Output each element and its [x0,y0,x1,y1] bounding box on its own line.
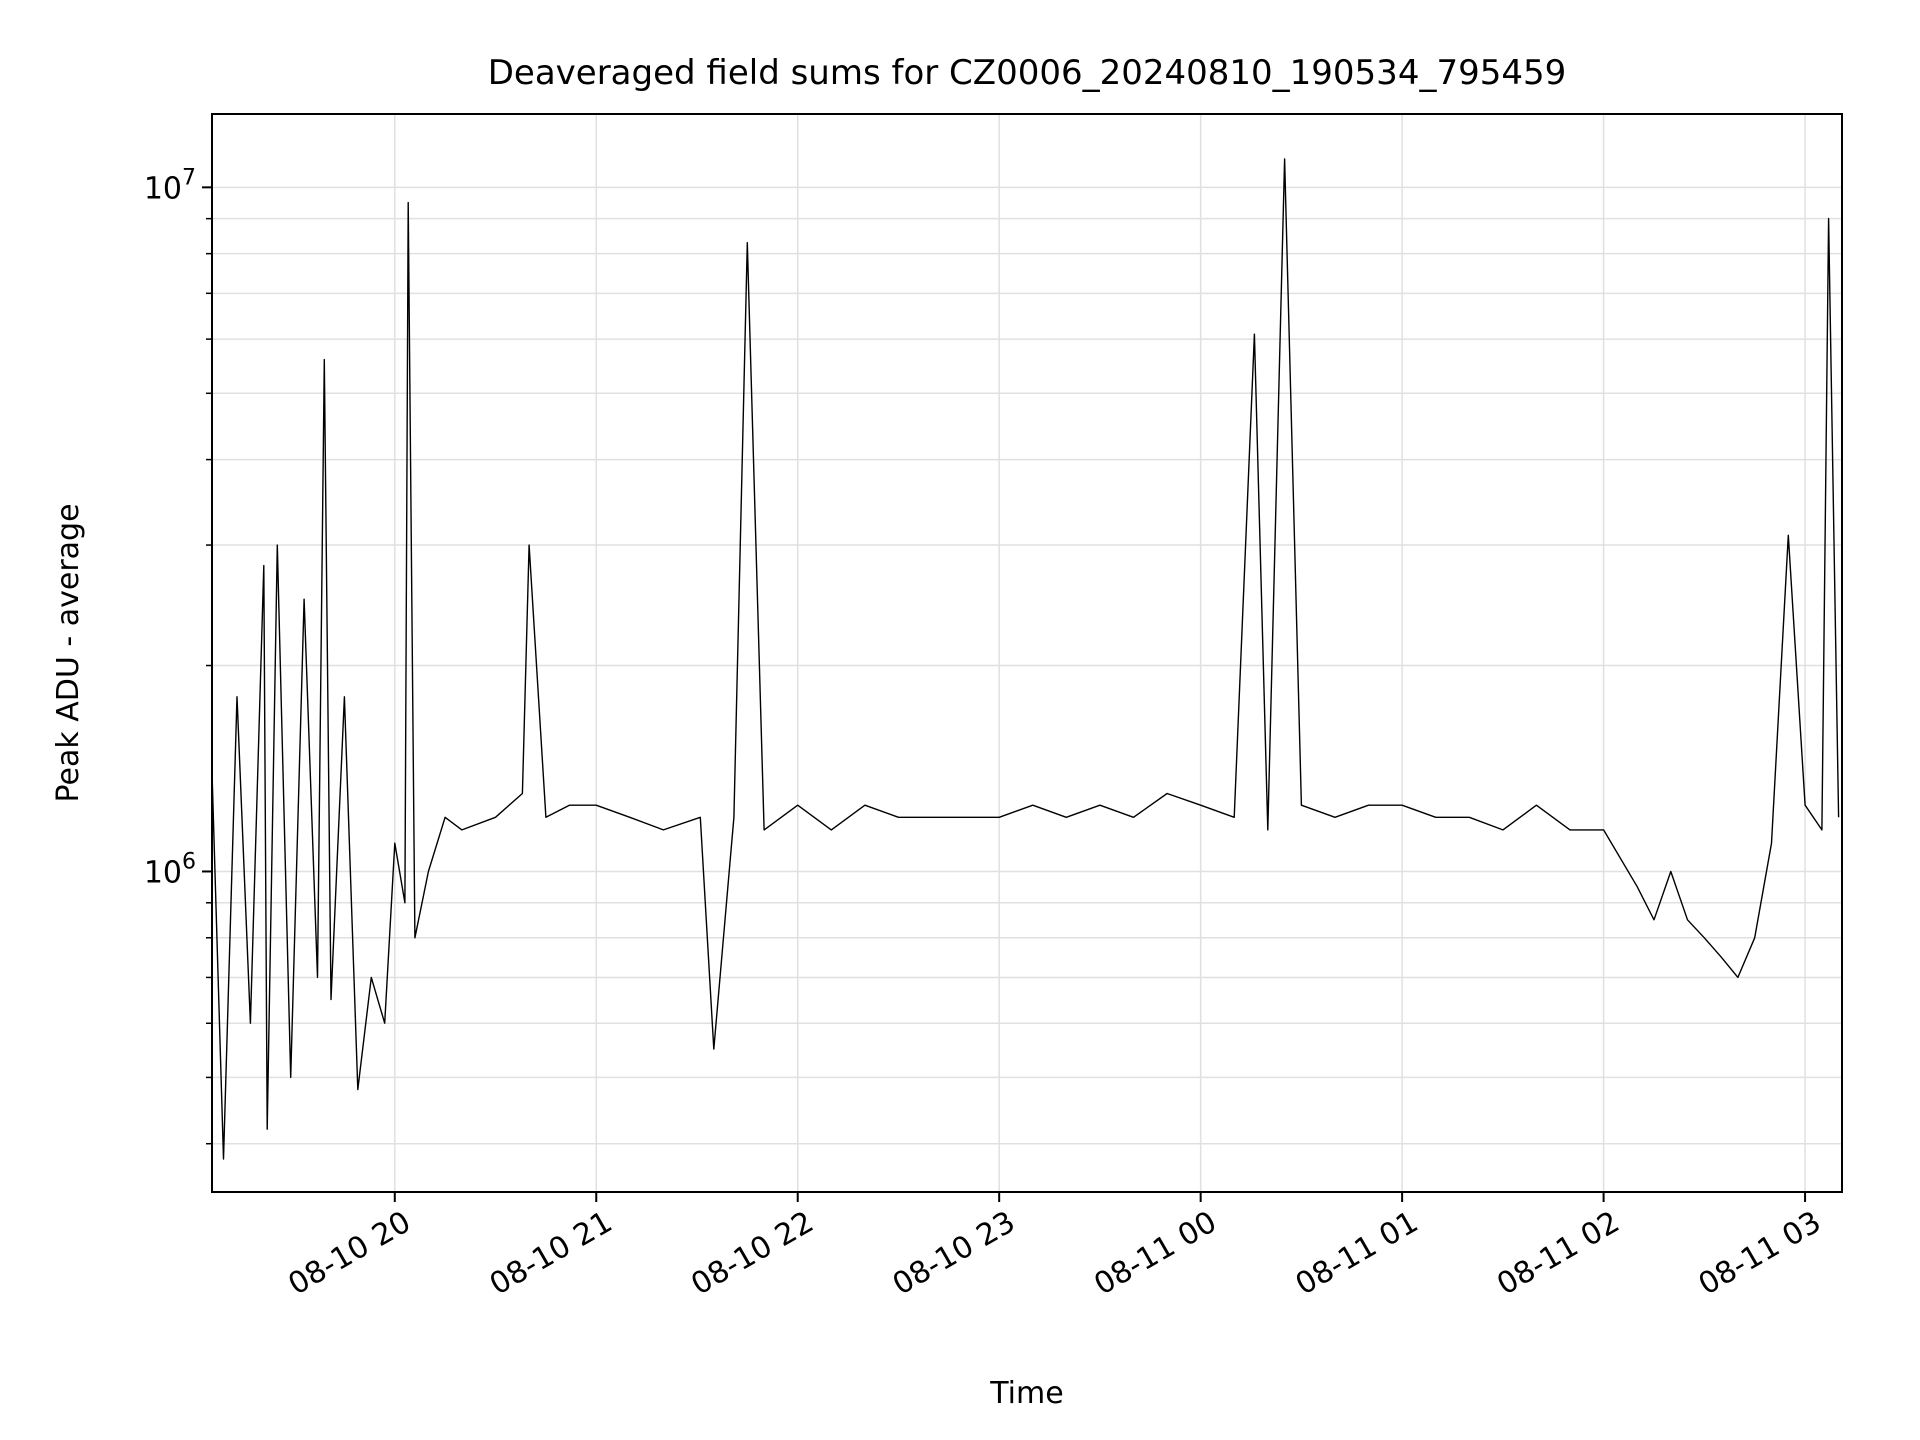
y-tick-label: 106 [144,849,196,890]
y-axis: 106 107 [144,165,212,1145]
series-line [211,158,1840,1160]
plot-frame [211,113,1843,1193]
y-axis-label: Peak ADU - average [51,503,86,802]
chart-title: Deaveraged field sums for CZ0006_2024081… [488,53,1567,93]
y-tick-label: 107 [144,165,196,206]
grid [212,114,1842,1192]
series-group [211,158,1840,1160]
x-axis-label: Time [989,1376,1063,1411]
